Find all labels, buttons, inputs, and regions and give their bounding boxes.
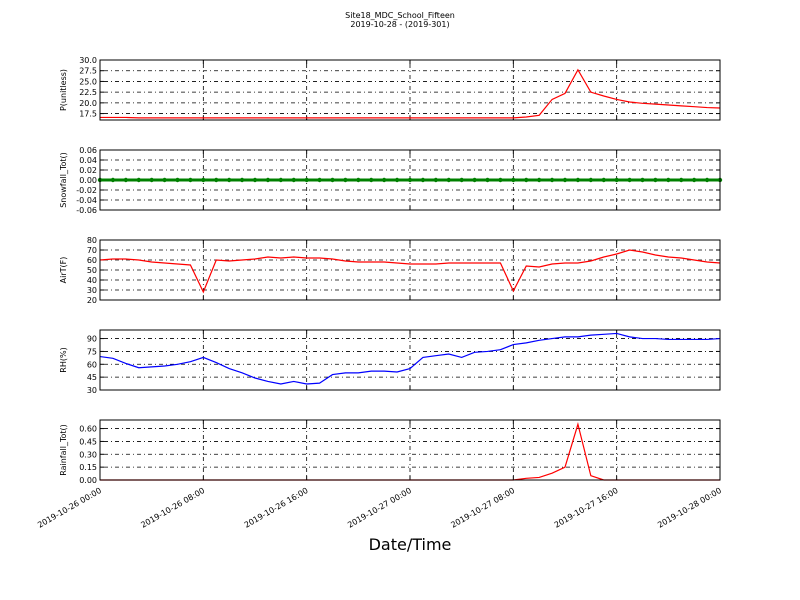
data-point bbox=[394, 177, 400, 183]
plot-frame bbox=[99, 149, 721, 211]
plot-frame bbox=[99, 419, 721, 481]
y-tick-label: 90 bbox=[87, 335, 97, 344]
data-point bbox=[407, 177, 413, 183]
y-tick-label: 0.04 bbox=[79, 156, 97, 165]
data-point bbox=[356, 177, 361, 183]
data-point bbox=[472, 177, 477, 183]
y-tick-label: 30 bbox=[87, 386, 97, 395]
y-tick-label: 30.0 bbox=[79, 56, 97, 65]
data-point bbox=[627, 177, 632, 183]
plot-frame bbox=[99, 239, 721, 301]
y-tick-label: 70 bbox=[87, 246, 97, 255]
data-point bbox=[485, 177, 490, 183]
y-tick-label: 0.15 bbox=[79, 463, 97, 472]
data-point bbox=[549, 177, 555, 183]
y-tick-label: -0.04 bbox=[76, 196, 97, 205]
data-point bbox=[136, 177, 141, 183]
data-point bbox=[704, 177, 710, 183]
data-point bbox=[588, 177, 594, 183]
y-tick-label: 0.00 bbox=[79, 476, 97, 485]
data-point bbox=[110, 177, 116, 183]
y-tick-label: 0.06 bbox=[79, 146, 97, 155]
y-tick-label: -0.06 bbox=[76, 206, 97, 215]
x-axis-label: Date/Time bbox=[369, 535, 452, 554]
y-tick-label: 0.60 bbox=[79, 425, 97, 434]
data-point bbox=[666, 177, 671, 183]
data-point bbox=[175, 177, 180, 183]
y-axis-label: Rainfall_Tot() bbox=[59, 424, 68, 476]
y-axis-label: Snowfall_Tot() bbox=[59, 152, 68, 208]
data-point bbox=[369, 177, 374, 183]
data-point bbox=[149, 177, 154, 183]
y-tick-label: 25.0 bbox=[79, 77, 97, 86]
data-point bbox=[239, 177, 245, 183]
data-point bbox=[330, 177, 335, 183]
y-tick-label: 17.5 bbox=[79, 110, 97, 119]
data-point bbox=[653, 177, 658, 183]
y-tick-label: 20.0 bbox=[79, 99, 97, 108]
data-point bbox=[691, 177, 697, 183]
data-point bbox=[511, 177, 516, 183]
data-point bbox=[601, 177, 606, 183]
data-point bbox=[420, 177, 426, 183]
plot-frame bbox=[99, 329, 721, 391]
plot-frame bbox=[99, 59, 721, 121]
series-line bbox=[100, 68, 721, 119]
data-point bbox=[536, 177, 542, 183]
data-point bbox=[304, 177, 309, 183]
data-point bbox=[562, 177, 568, 183]
data-point bbox=[162, 177, 167, 183]
y-tick-label: 40 bbox=[87, 276, 97, 285]
y-tick-label: 20 bbox=[87, 296, 97, 305]
data-point bbox=[123, 177, 129, 183]
y-axis-label: P(unitless) bbox=[59, 69, 68, 111]
chart-subtitle: 2019-10-28 - (2019-301) bbox=[350, 20, 449, 29]
data-point bbox=[381, 177, 387, 183]
data-point bbox=[640, 177, 645, 183]
y-axis-label: RH(%) bbox=[59, 347, 68, 372]
data-point bbox=[252, 177, 258, 183]
y-tick-label: 0.30 bbox=[79, 450, 97, 459]
data-point bbox=[317, 177, 322, 183]
y-tick-label: 27.5 bbox=[79, 67, 97, 76]
chart-title: Site18_MDC_School_Fifteen bbox=[345, 11, 455, 20]
data-point bbox=[498, 177, 503, 183]
y-tick-label: -0.02 bbox=[76, 186, 97, 195]
data-point bbox=[214, 177, 219, 183]
y-tick-label: 60 bbox=[87, 360, 97, 369]
y-tick-label: 75 bbox=[87, 347, 97, 356]
series-line bbox=[99, 332, 721, 385]
data-point bbox=[446, 177, 451, 183]
data-point bbox=[291, 177, 296, 183]
y-axis-label: AirT(F) bbox=[59, 257, 68, 284]
y-tick-label: 80 bbox=[87, 236, 97, 245]
data-point bbox=[575, 177, 581, 183]
y-tick-label: 60 bbox=[87, 256, 97, 265]
data-point bbox=[201, 177, 206, 183]
y-tick-label: 30 bbox=[87, 286, 97, 295]
data-point bbox=[459, 177, 464, 183]
data-point bbox=[188, 177, 193, 183]
y-tick-label: 0.45 bbox=[79, 437, 97, 446]
y-tick-label: 22.5 bbox=[79, 88, 97, 97]
data-point bbox=[278, 177, 284, 183]
data-point bbox=[614, 177, 619, 183]
y-tick-label: 0.02 bbox=[79, 166, 97, 175]
data-point bbox=[524, 177, 529, 183]
series-line bbox=[99, 249, 721, 294]
y-tick-label: 45 bbox=[87, 373, 97, 382]
data-point bbox=[226, 177, 232, 183]
y-tick-label: 50 bbox=[87, 266, 97, 275]
data-point bbox=[679, 177, 684, 183]
data-point bbox=[265, 177, 271, 183]
data-point bbox=[343, 177, 348, 183]
y-tick-label: 0.00 bbox=[79, 176, 97, 185]
data-point bbox=[433, 177, 439, 183]
